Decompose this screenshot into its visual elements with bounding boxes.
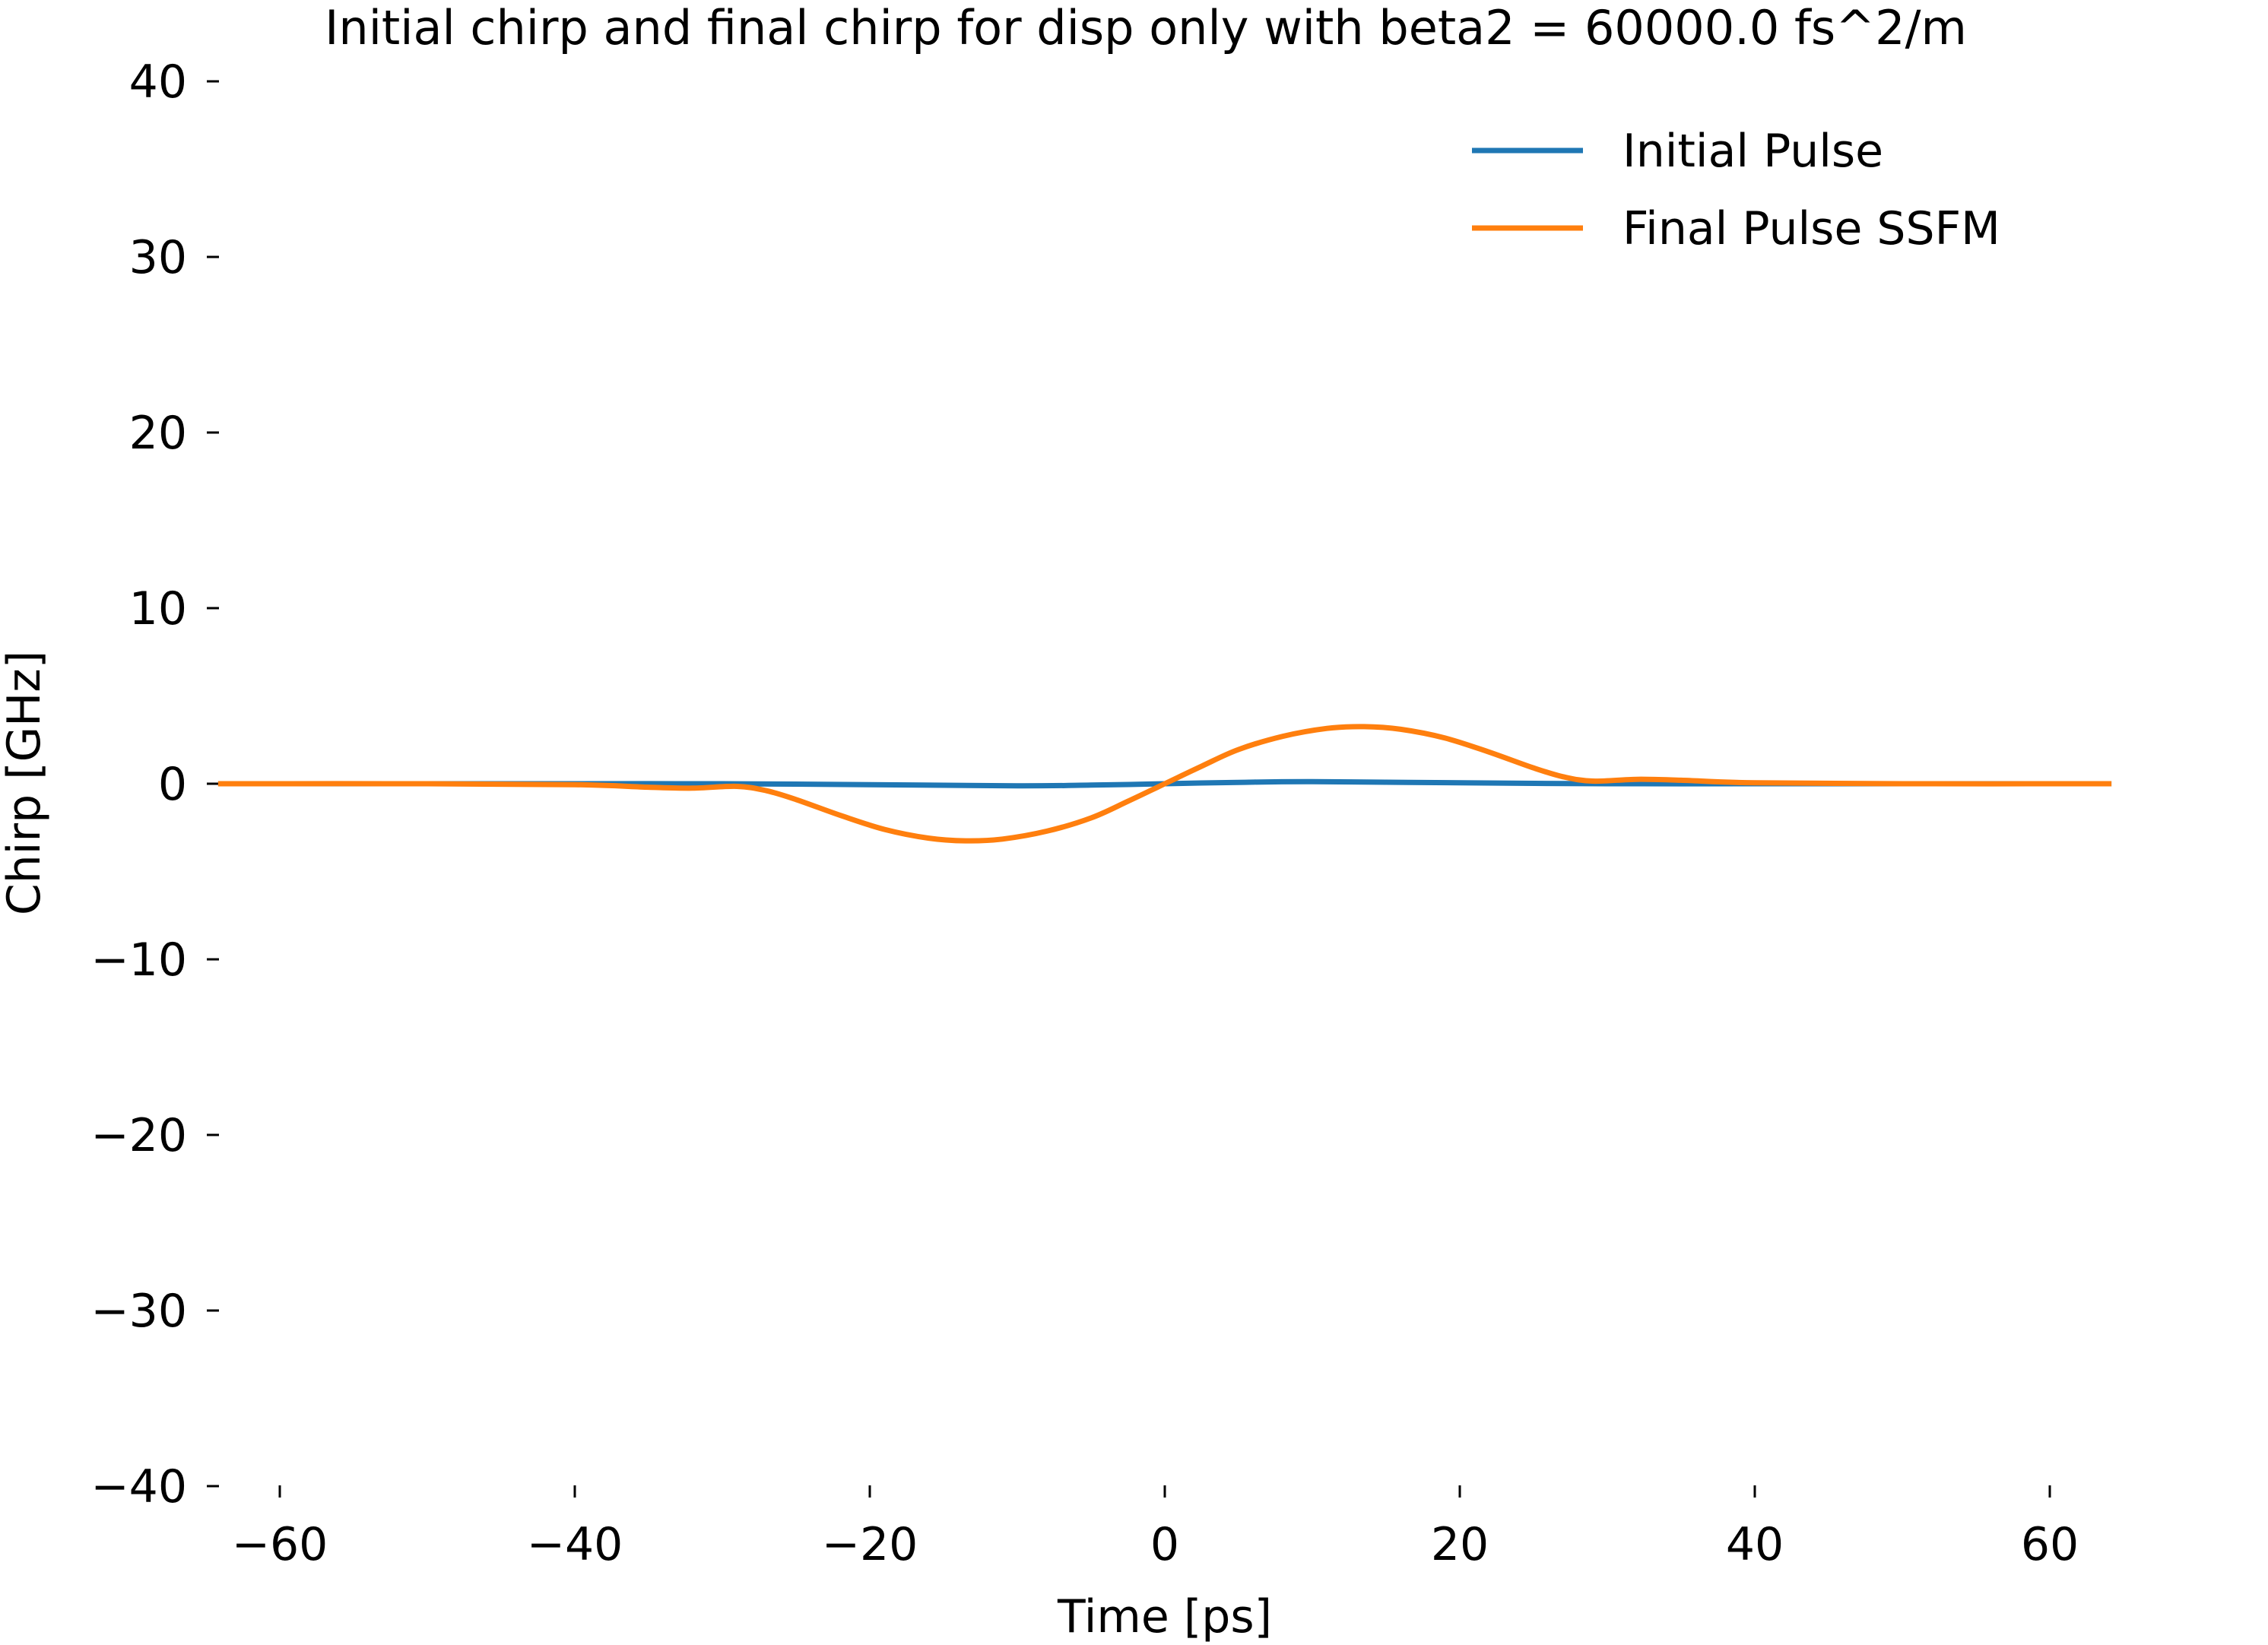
x-tick-label: 40 (1726, 1518, 1784, 1571)
y-tick-label: 10 (129, 582, 187, 635)
x-tick-label: −60 (232, 1518, 328, 1571)
x-tick-label: 0 (1150, 1518, 1179, 1571)
y-tick-label: −20 (90, 1109, 187, 1162)
x-axis-label: Time [ps] (1057, 1590, 1272, 1643)
x-tick-label: −20 (822, 1518, 918, 1571)
series-line-final-pulse-ssfm (217, 724, 2112, 844)
legend-label: Initial Pulse (1622, 125, 1883, 178)
x-tick-label: 60 (2021, 1518, 2079, 1571)
y-tick-label: 40 (129, 55, 187, 109)
y-tick-label: −30 (90, 1285, 187, 1338)
y-axis-label: Chirp [GHz] (0, 651, 51, 915)
x-axis: −60 −40 −20 0 20 40 60 (232, 1485, 2079, 1571)
plot-area (217, 724, 2112, 844)
y-axis: 40 30 20 10 0 −10 −20 −30 −40 (90, 55, 219, 1513)
legend-label: Final Pulse SSFM (1622, 202, 2000, 255)
y-tick-label: −40 (90, 1460, 187, 1513)
legend: Initial Pulse Final Pulse SSFM (1472, 125, 2000, 255)
y-tick-label: 20 (129, 407, 187, 460)
y-tick-label: −10 (90, 933, 187, 987)
y-tick-label: 30 (129, 231, 187, 284)
chart-title: Initial chirp and final chirp for disp o… (325, 0, 1967, 55)
x-tick-label: 20 (1431, 1518, 1489, 1571)
y-tick-label: 0 (158, 758, 187, 811)
x-tick-label: −40 (527, 1518, 623, 1571)
